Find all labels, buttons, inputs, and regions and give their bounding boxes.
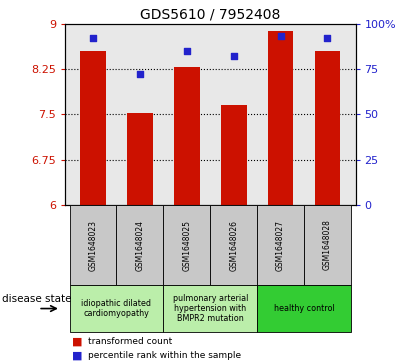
Bar <box>268 31 293 205</box>
Text: healthy control: healthy control <box>274 304 334 313</box>
Text: GSM1648026: GSM1648026 <box>229 220 238 270</box>
Text: percentile rank within the sample: percentile rank within the sample <box>88 351 242 360</box>
Bar <box>80 51 106 205</box>
Point <box>277 33 284 39</box>
Text: idiopathic dilated
cardiomyopathy: idiopathic dilated cardiomyopathy <box>81 299 152 318</box>
Text: GSM1648028: GSM1648028 <box>323 220 332 270</box>
Text: GSM1648024: GSM1648024 <box>136 220 144 270</box>
Text: GSM1648027: GSM1648027 <box>276 220 285 270</box>
Bar <box>314 51 340 205</box>
Point <box>183 48 190 54</box>
Text: ■: ■ <box>72 351 83 361</box>
Text: GSM1648025: GSM1648025 <box>182 220 191 270</box>
Point <box>231 53 237 59</box>
Text: pulmonary arterial
hypertension with
BMPR2 mutation: pulmonary arterial hypertension with BMP… <box>173 294 248 323</box>
Text: disease state: disease state <box>2 294 72 305</box>
Title: GDS5610 / 7952408: GDS5610 / 7952408 <box>140 7 280 21</box>
Point <box>90 35 96 41</box>
Text: GSM1648023: GSM1648023 <box>88 220 97 270</box>
Text: ■: ■ <box>72 337 83 347</box>
Text: transformed count: transformed count <box>88 338 173 346</box>
Bar <box>221 105 247 205</box>
Bar <box>174 67 200 205</box>
Point <box>136 72 143 77</box>
Bar <box>127 113 153 205</box>
Point <box>324 35 331 41</box>
